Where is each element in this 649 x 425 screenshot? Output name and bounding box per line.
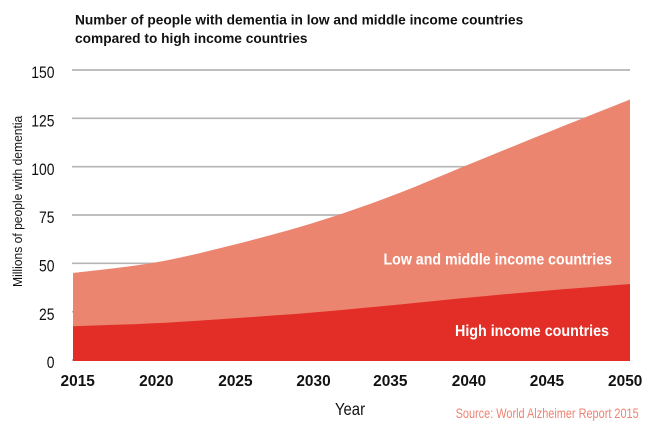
svg-text:50: 50 bbox=[39, 257, 55, 276]
svg-text:2030: 2030 bbox=[296, 373, 331, 390]
svg-text:2015: 2015 bbox=[61, 373, 96, 390]
svg-text:2035: 2035 bbox=[373, 373, 408, 390]
svg-text:Source: World Alzheimer Report: Source: World Alzheimer Report 2015 bbox=[456, 406, 639, 421]
svg-text:125: 125 bbox=[31, 112, 54, 131]
svg-text:Millions of people with dement: Millions of people with dementia bbox=[11, 116, 25, 287]
svg-text:2045: 2045 bbox=[530, 373, 565, 390]
svg-text:25: 25 bbox=[39, 306, 54, 325]
svg-text:compared to high income countr: compared to high income countries bbox=[75, 30, 308, 46]
svg-text:2020: 2020 bbox=[139, 373, 174, 390]
svg-text:2040: 2040 bbox=[452, 373, 487, 390]
svg-text:75: 75 bbox=[39, 209, 54, 228]
svg-text:150: 150 bbox=[31, 64, 55, 83]
svg-text:High income countries: High income countries bbox=[455, 322, 609, 340]
svg-text:Low and middle income countrie: Low and middle income countries bbox=[384, 251, 612, 269]
svg-text:Year: Year bbox=[335, 400, 366, 419]
svg-text:Number of people with dementia: Number of people with dementia in low an… bbox=[75, 12, 523, 28]
svg-text:2025: 2025 bbox=[218, 373, 253, 390]
svg-text:0: 0 bbox=[47, 354, 55, 373]
svg-text:100: 100 bbox=[31, 161, 55, 180]
svg-text:2050: 2050 bbox=[608, 373, 643, 390]
